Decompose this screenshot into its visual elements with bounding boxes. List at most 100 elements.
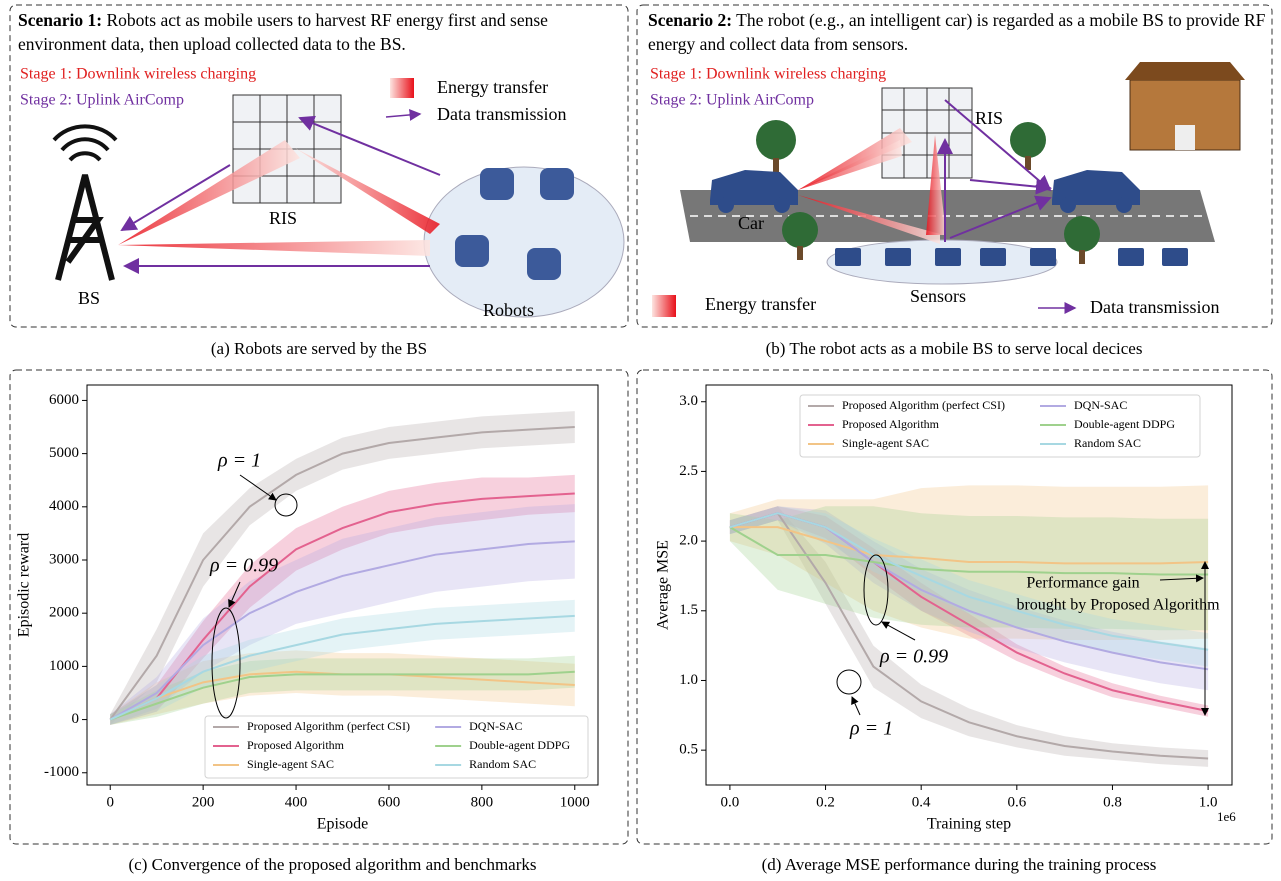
y-tick-label: 1.5 xyxy=(679,602,698,618)
legend-text: Data transmission xyxy=(1090,297,1219,317)
series-line xyxy=(729,526,1209,565)
data-arrows-part xyxy=(120,164,231,232)
robot-icons-part xyxy=(540,168,574,200)
annotation-circle xyxy=(211,607,241,719)
std-band xyxy=(729,506,1209,631)
annotation-circle xyxy=(274,493,298,517)
stage-label: Stage 2: Uplink AirComp xyxy=(650,92,814,109)
x-tick-label: 1000 xyxy=(560,794,590,810)
trees-part xyxy=(1025,156,1031,170)
building-part xyxy=(1175,125,1195,150)
x-tick-label: 0.2 xyxy=(816,794,835,810)
y-tick-label: 3.0 xyxy=(679,393,698,409)
energy-beam xyxy=(798,140,902,190)
std-band xyxy=(110,474,575,725)
robot-icons-part xyxy=(480,168,514,200)
y-tick-label: 6000 xyxy=(49,392,79,408)
legend-label: Proposed Algorithm xyxy=(247,738,345,752)
x-tick-label: 0.0 xyxy=(721,794,740,810)
sensors-label: Sensors xyxy=(910,286,966,306)
trees-part xyxy=(773,158,779,172)
y-axis-label: Average MSE xyxy=(655,540,672,630)
energy-beam xyxy=(798,128,912,190)
sensors-part xyxy=(885,248,911,266)
scenario-label: Scenario 1: xyxy=(18,10,103,30)
scenario-label: Scenario 2: xyxy=(648,10,733,30)
bs-tower xyxy=(52,124,118,281)
y-tick-label: 2.0 xyxy=(679,533,698,549)
sensors xyxy=(835,248,1188,266)
legend-text: Energy transfer xyxy=(705,294,816,314)
annotation-circle xyxy=(836,669,862,695)
y-tick-label: 0 xyxy=(72,711,80,727)
x-tick-label: 1.0 xyxy=(1199,794,1218,810)
legend-label: Random SAC xyxy=(1074,436,1141,450)
annotation-circle xyxy=(863,554,889,626)
trees xyxy=(756,120,1100,264)
caption: (d) Average MSE performance during the t… xyxy=(762,855,1157,874)
scenario-description: Robots act as mobile users to harvest RF… xyxy=(18,10,548,54)
panel-b-diagram: Stage 1: Downlink wireless charging Stag… xyxy=(650,62,1245,317)
x-tick-label: 600 xyxy=(378,794,401,810)
cars-part xyxy=(774,197,790,213)
series-line xyxy=(109,614,575,721)
panel-frame xyxy=(636,4,1273,328)
energy-beam xyxy=(118,240,430,256)
legend-text: Data transmission xyxy=(437,104,566,124)
x-tick-label: 400 xyxy=(285,794,308,810)
std-band xyxy=(110,599,575,725)
gain-pointer xyxy=(1159,574,1204,583)
annotation-arrow xyxy=(228,581,241,608)
std-band xyxy=(729,506,1209,691)
building-part xyxy=(1125,62,1245,80)
x-tick-label: 0 xyxy=(106,794,114,810)
y-tick-label: 3000 xyxy=(49,551,79,567)
panel-frame xyxy=(9,4,629,328)
y-tick-label: 0.5 xyxy=(679,742,698,758)
y-tick-label: 1.0 xyxy=(679,672,698,688)
data-arrows xyxy=(937,99,1052,242)
data-arrows-part xyxy=(949,195,1052,239)
x-tick-label: 0.8 xyxy=(1103,794,1122,810)
series-line xyxy=(729,526,1209,576)
y-tick-label: 2.5 xyxy=(679,463,698,479)
annotation-arrow xyxy=(851,696,861,716)
y-tick-label: 1000 xyxy=(49,658,79,674)
caption: (b) The robot acts as a mobile BS to ser… xyxy=(766,339,1143,358)
cars-part xyxy=(710,170,798,205)
scenario-description: The robot (e.g., an intelligent car) is … xyxy=(648,10,1266,54)
ris-label: RIS xyxy=(269,208,297,228)
energy-beam xyxy=(798,195,940,244)
annotation-arrow xyxy=(239,474,277,501)
x-offset-label: 1e6 xyxy=(1217,809,1236,824)
stage-label: Stage 1: Downlink wireless charging xyxy=(20,66,256,83)
std-band xyxy=(729,506,1209,667)
caption: (a) Robots are served by the BS xyxy=(211,339,427,358)
legend-label: Proposed Algorithm xyxy=(842,417,940,431)
annotation-arrow xyxy=(881,621,916,641)
annotation-gain: Performance gain xyxy=(1026,575,1139,592)
annotation: ρ = 0.99 xyxy=(879,646,948,668)
sensors-part xyxy=(835,248,861,266)
y-axis-label: Episodic reward xyxy=(16,533,33,637)
annotation: ρ = 0.99 xyxy=(209,555,278,577)
x-tick-label: 800 xyxy=(471,794,494,810)
stage-label: Stage 2: Uplink AirComp xyxy=(20,92,184,109)
sensors-part xyxy=(980,248,1006,266)
trees-part xyxy=(782,212,818,248)
cars-part xyxy=(1060,197,1076,213)
cars-part xyxy=(1052,170,1140,205)
cars-part xyxy=(1116,197,1132,213)
std-band xyxy=(110,655,575,725)
robot-cluster xyxy=(423,166,625,318)
robot-icons-part xyxy=(455,235,489,267)
panel-frame xyxy=(9,369,629,845)
std-band xyxy=(729,506,1209,767)
x-axis-label: Episode xyxy=(317,816,369,833)
sensors-part xyxy=(935,248,961,266)
legend-box xyxy=(799,394,1201,458)
annotation-gain: brought by Proposed Algorithm xyxy=(1016,597,1220,614)
car-label: Car xyxy=(738,213,764,233)
